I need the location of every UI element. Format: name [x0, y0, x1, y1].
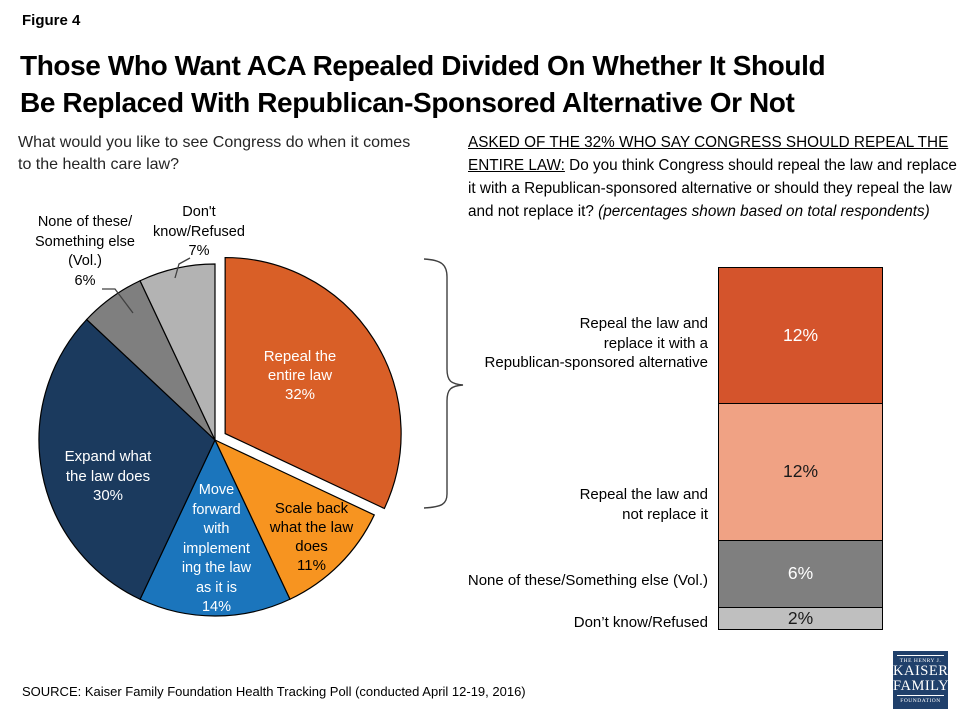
bar-row-label-repeal-not-replace: Repeal the law and not replace it	[579, 486, 708, 523]
pie-question: What would you like to see Congress do w…	[18, 134, 411, 173]
kff-logo: THE HENRY J. KAISER FAMILY FOUNDATION	[893, 651, 950, 709]
bar-question-underlined: ASKED OF THE 32% WHO SAY CONGRESS SHOULD…	[468, 134, 949, 174]
pie-slice-3	[38, 318, 216, 601]
kff-logo-line-4: FOUNDATION	[897, 695, 944, 704]
pie-slice-label-move-forward: Move forward with implement ing the law …	[181, 482, 252, 615]
bar-row-label-repeal-replace: Repeal the law and replace it with a Rep…	[484, 315, 708, 371]
pie-slice-label-expand: Expand what the law does 30%	[64, 448, 152, 504]
bar-question-italic: (percentages shown based on total respon…	[598, 203, 930, 220]
pie-slice-label-repeal-entire-law: Repeal the entire law 32%	[263, 348, 337, 403]
brace-connector	[423, 258, 464, 509]
bar-row-label-dont-know: Don’t know/Refused	[573, 614, 708, 631]
source-note: SOURCE: Kaiser Family Foundation Health …	[22, 684, 526, 699]
pie-slice-1	[213, 438, 376, 601]
bar-segment-3: 2%	[718, 607, 883, 630]
title-line-1: Those Who Want ACA Repealed Divided On W…	[20, 50, 826, 81]
bar-question: ASKED OF THE 32% WHO SAY CONGRESS SHOULD…	[468, 131, 958, 223]
bar-row-label-none-of-these: None of these/Something else (Vol.)	[467, 572, 708, 589]
page-title: Those Who Want ACA Repealed Divided On W…	[20, 47, 826, 121]
bar-question-body: Do you think Congress should repeal the …	[468, 157, 957, 220]
figure-label: Figure 4	[22, 12, 81, 29]
stacked-bar-chart: 12% 12% 6% 2%	[718, 267, 883, 633]
kff-logo-line-3: FAMILY	[893, 677, 950, 694]
pie-slice-2	[139, 438, 291, 617]
pie-slice-label-scale-back: Scale back what the law does 11%	[269, 500, 354, 574]
pie-slice-5	[139, 263, 216, 441]
pie-chart	[38, 256, 402, 617]
bar-segment-1: 12%	[718, 403, 883, 541]
pie-slice-0	[224, 256, 402, 510]
kff-logo-line-2: KAISER	[893, 663, 949, 679]
leader-line-dont-know	[174, 257, 191, 279]
title-line-2: Be Replaced With Republican-Sponsored Al…	[20, 87, 795, 118]
bar-segment-0: 12%	[718, 267, 883, 405]
pie-slice-label-dont-know: Don't know/Refused 7%	[153, 204, 245, 259]
pie-slice-label-none-of-these: None of these/ Something else (Vol.) 6%	[35, 214, 135, 289]
bar-segment-2: 6%	[718, 539, 883, 609]
kff-logo-line-1: THE HENRY J.	[897, 655, 944, 664]
leader-line-none-of-these	[102, 288, 134, 314]
